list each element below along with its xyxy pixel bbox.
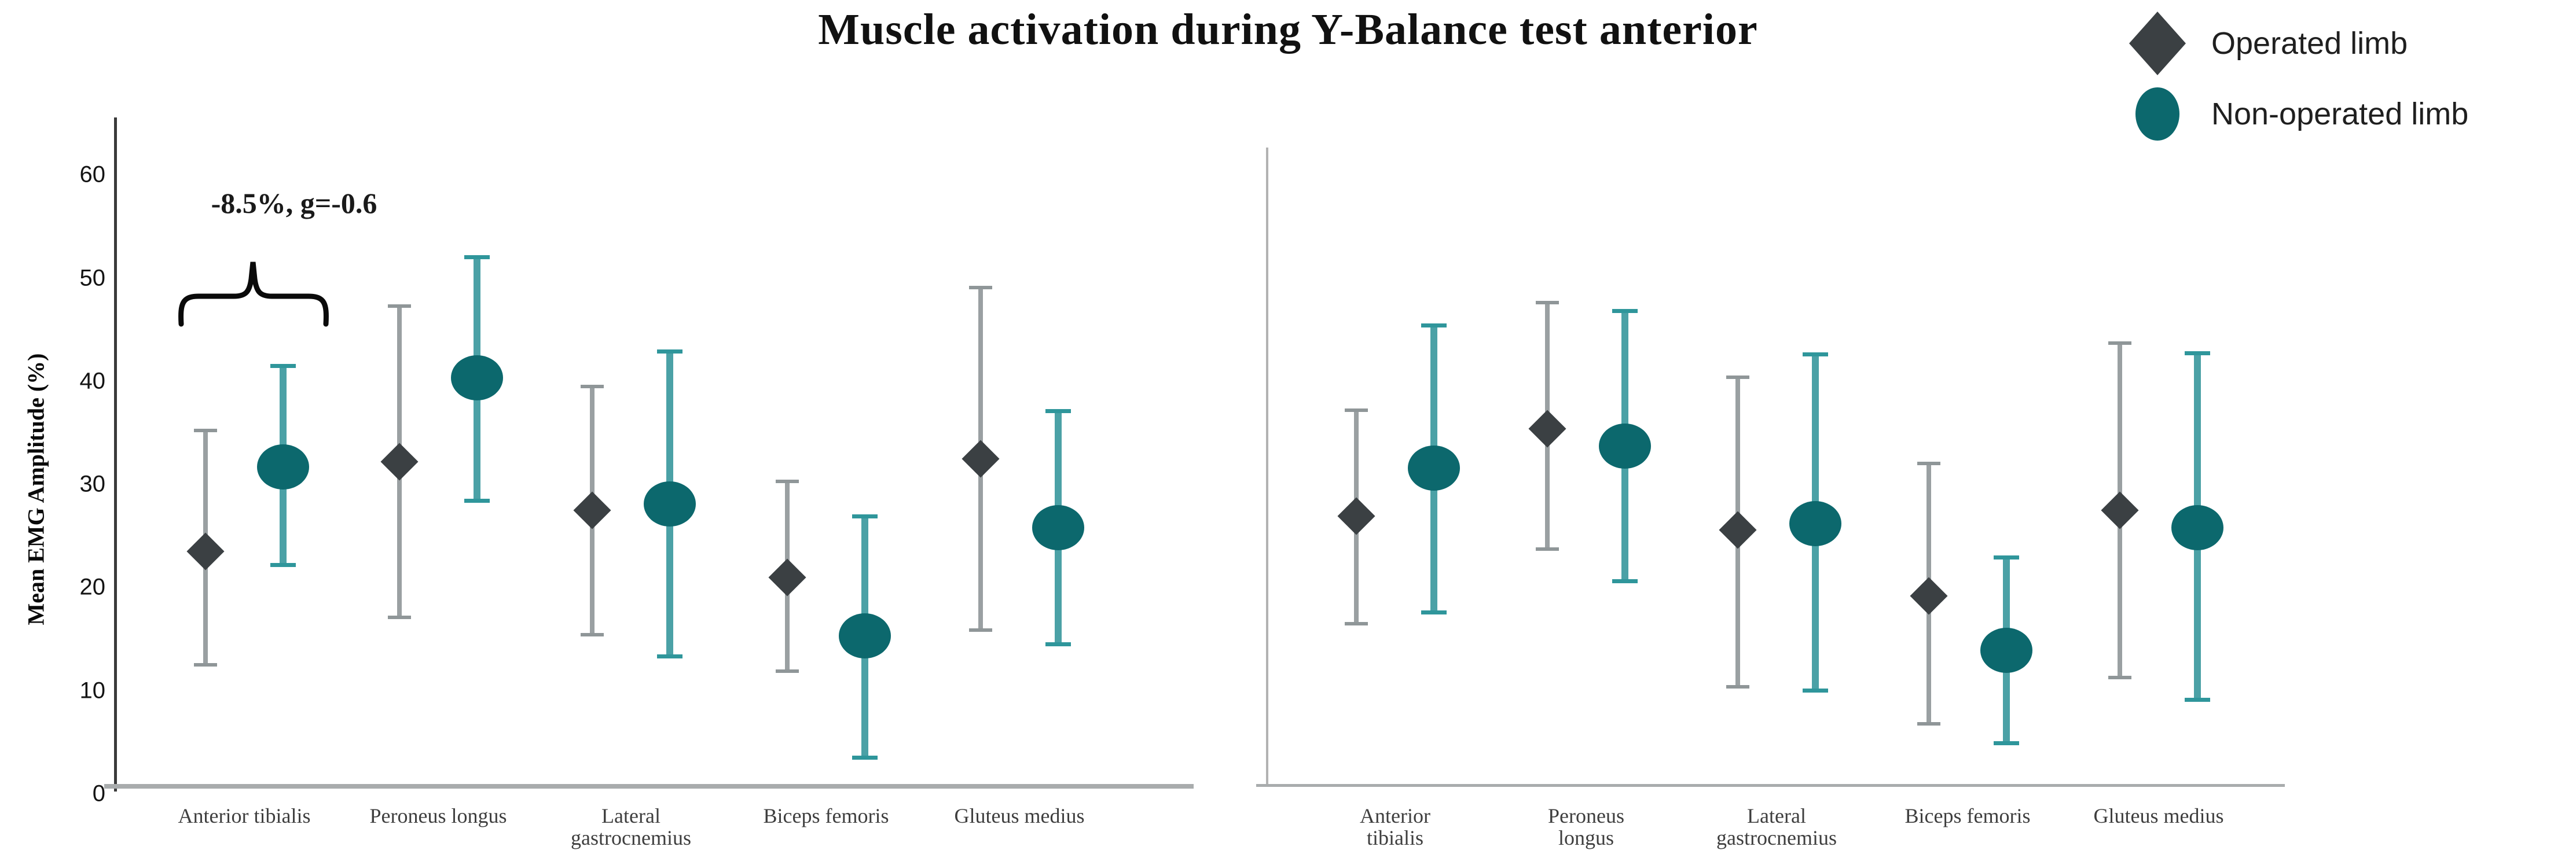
error-bar-top-cap — [581, 384, 604, 388]
error-bar-bottom-cap — [1803, 689, 1828, 693]
legend-item-operated: Operated limb — [2126, 8, 2566, 79]
operated-limb-marker — [768, 558, 806, 597]
error-bar-bottom-cap — [581, 633, 604, 637]
non-operated-limb-marker — [451, 355, 503, 401]
non-operated-limb-marker — [839, 613, 891, 659]
error-bar-top-cap — [1421, 323, 1447, 328]
y-tick-label: 50 — [79, 265, 106, 290]
x-axis-line — [104, 784, 1194, 789]
operated-limb-marker — [2101, 491, 2139, 529]
non-operated-limb-marker — [1789, 500, 1841, 546]
error-bar-top-cap — [657, 349, 682, 354]
category-label: Anterior tibialis — [178, 804, 311, 827]
operated-limb-marker — [573, 491, 611, 529]
error-bar-top-cap — [852, 514, 878, 518]
legend-label-non-operated: Non-operated limb — [2211, 97, 2469, 131]
error-bar-top-cap — [1045, 409, 1071, 413]
category-label: Lateral gastrocnemius — [1716, 804, 1837, 849]
error-bar-bottom-cap — [194, 663, 217, 667]
effect-size-annotation: -8.5%, g=-0.6 — [211, 187, 377, 219]
operated-limb-marker — [380, 443, 419, 481]
error-bar-bottom-cap — [969, 628, 992, 632]
non-operated-limb-circle-icon — [2126, 80, 2189, 148]
operated-limb-marker — [1910, 577, 1948, 615]
y-axis-line — [1266, 148, 1268, 785]
error-bar-top-cap — [2108, 341, 2131, 345]
error-bar-bottom-cap — [1345, 621, 1368, 625]
error-bar-top-cap — [194, 429, 217, 433]
error-bar-bottom-cap — [2185, 698, 2210, 702]
error-bar-bottom-cap — [1994, 741, 2019, 746]
y-tick-label: 60 — [79, 161, 106, 187]
legend-label-operated: Operated limb — [2211, 26, 2408, 61]
legend-item-non-operated: Non-operated limb — [2126, 79, 2566, 149]
error-bar-top-cap — [1917, 462, 1940, 466]
non-operated-limb-marker — [1408, 445, 1460, 491]
error-bar-bottom-cap — [1421, 610, 1447, 614]
category-label: Peroneus longus — [1548, 804, 1624, 849]
category-label: Gluteus medius — [2093, 804, 2224, 827]
non-operated-limb-marker — [257, 444, 309, 489]
category-label: Biceps femoris — [763, 804, 889, 827]
y-tick-label: 40 — [79, 368, 106, 394]
error-bar-top-cap — [1994, 555, 2019, 560]
error-bar-bottom-cap — [1726, 684, 1749, 689]
error-bar-bottom-cap — [270, 562, 296, 567]
error-bar-top-cap — [1612, 309, 1638, 314]
error-bar-bottom-cap — [1612, 579, 1638, 584]
operated-limb-marker — [962, 439, 1000, 478]
error-bar-bottom-cap — [464, 499, 490, 503]
error-bar-top-cap — [1726, 375, 1749, 379]
y-tick-label: 30 — [79, 471, 106, 497]
y-axis-line — [114, 117, 117, 792]
error-bar-bottom-cap — [657, 654, 682, 659]
error-bar-bottom-cap — [1536, 547, 1559, 551]
category-label: Peroneus longus — [369, 804, 507, 827]
category-label: Anterior tibialis — [1360, 804, 1430, 849]
non-operated-limb-marker — [644, 481, 696, 527]
error-bar-top-cap — [270, 363, 296, 368]
operated-limb-diamond-icon — [2126, 9, 2189, 78]
error-bar-bottom-cap — [1917, 722, 1940, 726]
error-bar-top-cap — [969, 285, 992, 289]
non-operated-limb-marker — [1032, 505, 1084, 550]
error-bar-bottom-cap — [852, 756, 878, 760]
y-tick-label: 20 — [79, 574, 106, 600]
error-bar-top-cap — [1803, 352, 1828, 356]
chart-title: Muscle activation during Y-Balance test … — [818, 5, 1758, 54]
non-operated-limb-marker — [1599, 424, 1651, 469]
operated-limb-marker — [1528, 410, 1566, 448]
error-bar-top-cap — [1536, 301, 1559, 305]
y-tick-label: 10 — [79, 678, 106, 704]
error-bar-bottom-cap — [776, 669, 799, 673]
category-label: Gluteus medius — [954, 804, 1085, 827]
category-label: Lateral gastrocnemius — [571, 804, 691, 849]
legend: Operated limb Non-operated limb — [2126, 8, 2566, 149]
bracket-icon — [178, 262, 329, 327]
error-bar-top-cap — [776, 479, 799, 483]
category-label: Biceps femoris — [1905, 804, 2031, 827]
error-bar-top-cap — [2185, 351, 2210, 356]
y-tick-label: 0 — [92, 781, 105, 807]
error-bar-bottom-cap — [2108, 675, 2131, 679]
non-operated-limb-marker — [2171, 505, 2223, 550]
operated-limb-marker — [186, 532, 225, 570]
error-bar-bottom-cap — [388, 616, 411, 620]
operated-limb-marker — [1719, 511, 1757, 549]
error-bar-top-cap — [388, 304, 411, 308]
non-operated-limb-marker — [1980, 628, 2032, 673]
error-bar-top-cap — [464, 255, 490, 260]
operated-limb-marker — [1337, 497, 1375, 535]
x-axis-line — [1256, 784, 2285, 787]
error-bar-top-cap — [1345, 408, 1368, 412]
error-bar-bottom-cap — [1045, 642, 1071, 646]
